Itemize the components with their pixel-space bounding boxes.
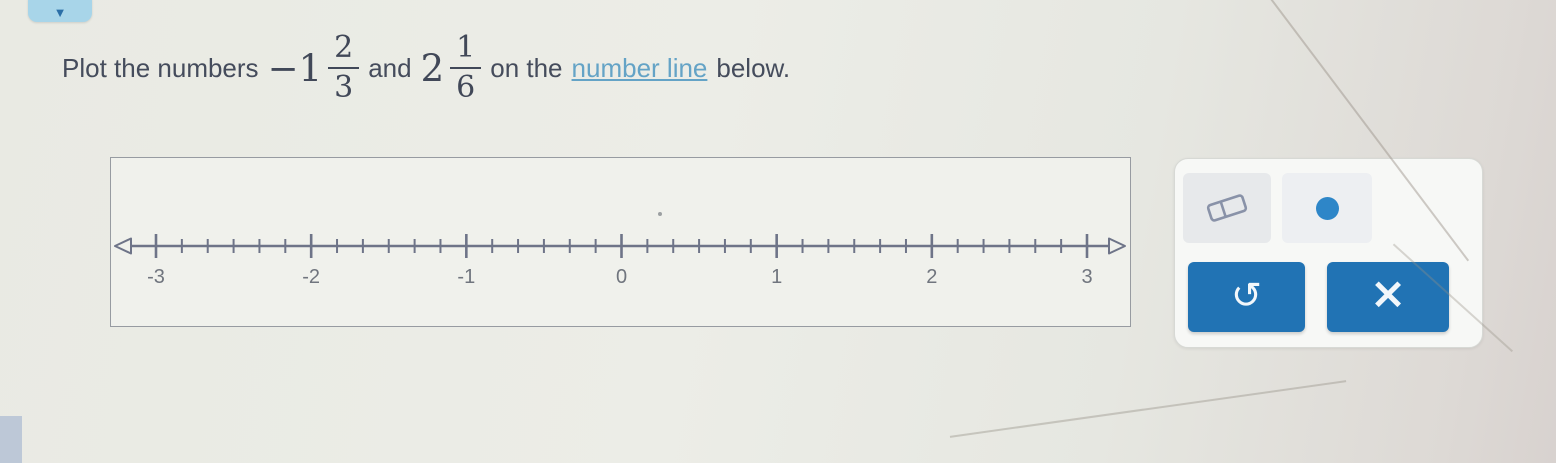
undo-button[interactable]: ↺ [1188, 262, 1305, 332]
left-arrow-icon [114, 237, 132, 255]
fraction-numerator: 2 [334, 30, 354, 66]
tick-label: -1 [457, 266, 475, 288]
close-button[interactable]: × [1327, 262, 1449, 332]
point-icon [1315, 196, 1339, 220]
prompt-conjunction: and [368, 52, 412, 83]
eraser-tool-button[interactable] [1183, 173, 1271, 243]
tick-label: -2 [302, 266, 320, 288]
prompt-middle: on the [490, 52, 563, 83]
question-prompt: Plot the numbers −1 2 3 and 2 1 6 on the… [62, 22, 790, 114]
mixed-number-2-fraction: 1 6 [450, 30, 482, 105]
mixed-number-1-fraction: 2 3 [328, 30, 360, 105]
number-line-board[interactable]: -3 -2 -1 0 1 2 3 [110, 157, 1131, 327]
mixed-number-2: 2 1 6 [421, 31, 482, 104]
undo-icon: ↺ [1230, 273, 1262, 317]
prompt-prefix: Plot the numbers [62, 52, 259, 83]
fraction-denominator: 3 [328, 67, 360, 105]
fraction-numerator: 1 [456, 30, 476, 66]
close-icon: × [1369, 268, 1407, 319]
point-tool-button[interactable] [1282, 173, 1372, 243]
tool-panel: ↺ × [1174, 158, 1483, 348]
number-line-definition-link[interactable]: number line [571, 52, 708, 83]
mixed-number-1-whole: −1 [267, 46, 323, 90]
right-arrow-icon [1108, 237, 1126, 255]
fraction-denominator: 6 [450, 67, 482, 105]
tick-label: 0 [616, 266, 627, 288]
tick-label: -3 [147, 266, 165, 288]
photo-edge-artifact [0, 416, 22, 463]
dust-speck [658, 212, 662, 216]
prompt-suffix: below. [716, 52, 791, 83]
mixed-number-2-whole: 2 [420, 46, 445, 90]
tick-label: 2 [926, 266, 937, 288]
tick-label: 3 [1081, 266, 1092, 288]
number-line-svg[interactable]: -3 -2 -1 0 1 2 3 [111, 158, 1130, 326]
eraser-icon [1206, 194, 1248, 222]
chevron-down-icon: ▼ [53, 5, 67, 20]
mixed-number-1: −1 2 3 [268, 31, 360, 104]
photo-scratch [949, 380, 1347, 438]
collapse-tab-button[interactable]: ▼ [28, 0, 92, 22]
tick-label: 1 [771, 266, 782, 288]
